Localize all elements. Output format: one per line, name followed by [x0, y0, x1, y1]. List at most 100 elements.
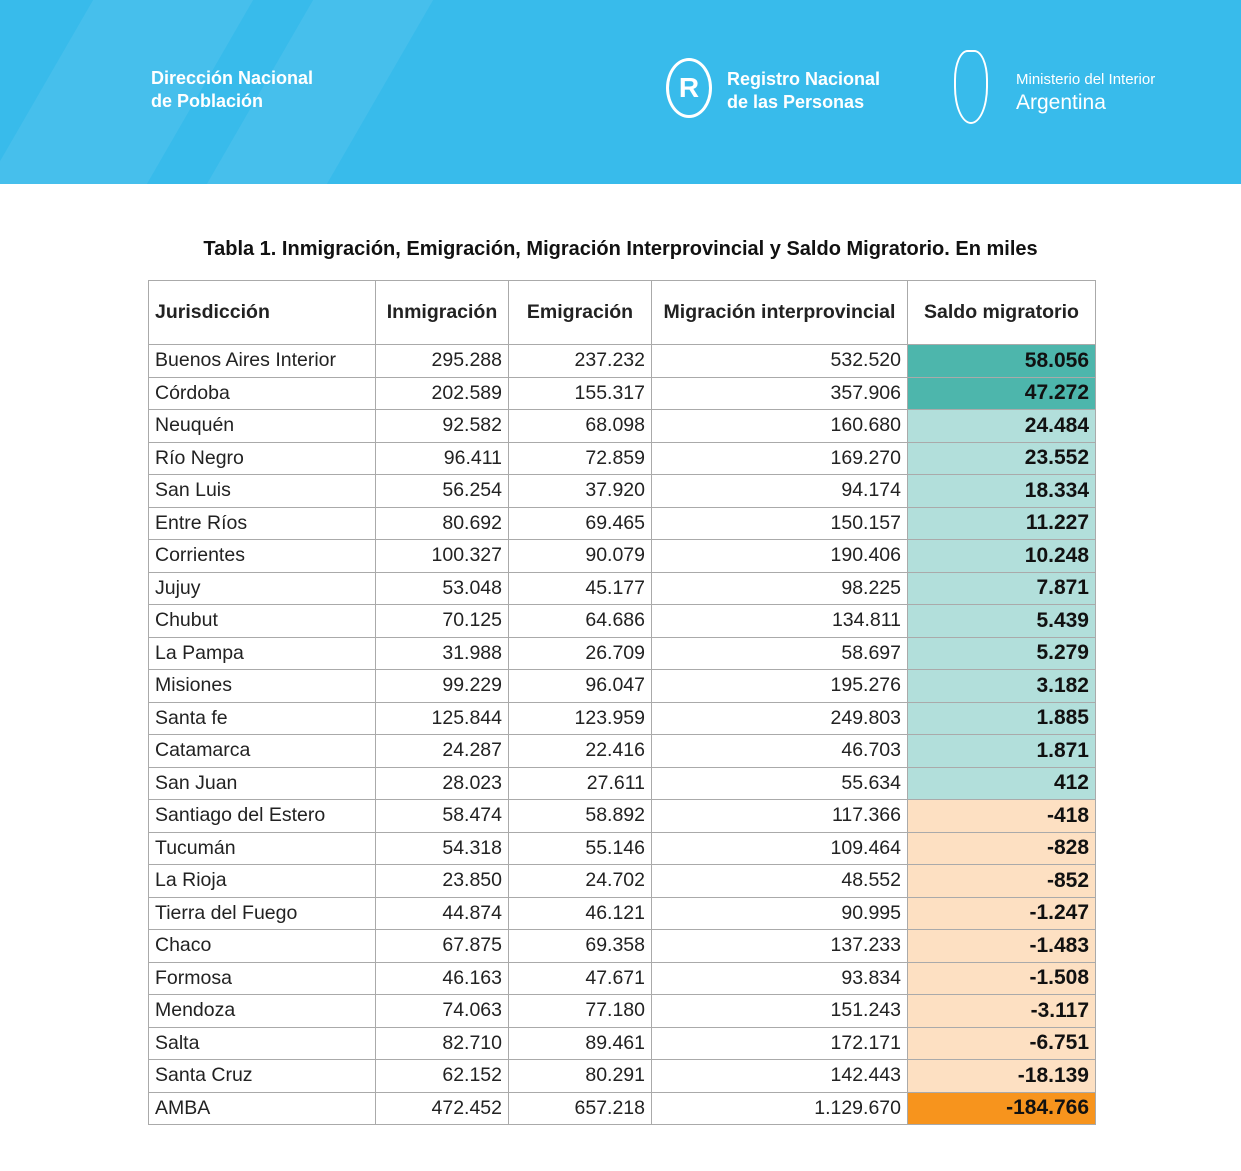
cell-jurisdiccion: Misiones [148, 669, 376, 703]
cell-interprovincial: 137.233 [651, 929, 908, 963]
cell-interprovincial: 93.834 [651, 961, 908, 995]
cell-interprovincial: 1.129.670 [651, 1091, 908, 1125]
header-row: Jurisdicción Inmigración Emigración Migr… [148, 280, 1096, 345]
table-row: Córdoba 202.589 155.317 357.906 47.272 [148, 376, 1096, 410]
cell-inmigracion: 24.287 [375, 734, 509, 768]
cell-inmigracion: 202.589 [375, 376, 509, 410]
cell-inmigracion: 56.254 [375, 474, 509, 508]
cell-inmigracion: 58.474 [375, 799, 509, 833]
cell-inmigracion: 125.844 [375, 701, 509, 735]
cell-inmigracion: 44.874 [375, 896, 509, 930]
cell-interprovincial: 58.697 [651, 636, 908, 670]
cell-jurisdiccion: Chubut [148, 604, 376, 638]
cell-jurisdiccion: Entre Ríos [148, 506, 376, 540]
table-row: San Luis 56.254 37.920 94.174 18.334 [148, 474, 1096, 508]
cell-inmigracion: 80.692 [375, 506, 509, 540]
cell-inmigracion: 100.327 [375, 539, 509, 573]
cell-emigracion: 69.358 [508, 929, 652, 963]
org-line1: Dirección Nacional [151, 68, 314, 88]
cell-saldo: -6.751 [907, 1026, 1096, 1060]
cell-saldo: 5.279 [907, 636, 1096, 670]
table-title: Tabla 1. Inmigración, Emigración, Migrac… [203, 238, 1038, 260]
cell-saldo: -418 [907, 799, 1096, 833]
cell-inmigracion: 46.163 [375, 961, 509, 995]
cell-jurisdiccion: Tierra del Fuego [148, 896, 376, 930]
col-header-emigracion: Emigración [508, 280, 652, 345]
cell-emigracion: 89.461 [508, 1026, 652, 1060]
cell-saldo: 3.182 [907, 669, 1096, 703]
table-row: Mendoza 74.063 77.180 151.243 -3.117 [148, 994, 1096, 1028]
cell-saldo: 10.248 [907, 539, 1096, 573]
cell-emigracion: 90.079 [508, 539, 652, 573]
cell-emigracion: 72.859 [508, 441, 652, 475]
table-row: AMBA 472.452 657.218 1.129.670 -184.766 [148, 1091, 1096, 1125]
renaper-line2: de las Personas [727, 92, 865, 112]
cell-interprovincial: 55.634 [651, 766, 908, 800]
cell-jurisdiccion: Santiago del Estero [148, 799, 376, 833]
cell-emigracion: 64.686 [508, 604, 652, 638]
header-banner: Dirección Nacional de Población R Registr… [0, 0, 1241, 184]
table-row: Tucumán 54.318 55.146 109.464 -828 [148, 831, 1096, 865]
cell-emigracion: 80.291 [508, 1059, 652, 1093]
ministry-line1: Ministerio del Interior [1016, 71, 1156, 88]
cell-jurisdiccion: Santa fe [148, 701, 376, 735]
cell-emigracion: 96.047 [508, 669, 652, 703]
cell-saldo: 5.439 [907, 604, 1096, 638]
cell-saldo: 58.056 [907, 344, 1096, 378]
cell-emigracion: 26.709 [508, 636, 652, 670]
table-row: Santa Cruz 62.152 80.291 142.443 -18.139 [148, 1059, 1096, 1093]
cell-jurisdiccion: La Pampa [148, 636, 376, 670]
cell-interprovincial: 117.366 [651, 799, 908, 833]
cell-jurisdiccion: Corrientes [148, 539, 376, 573]
ministry-line2: Argentina [1016, 91, 1106, 114]
cell-inmigracion: 99.229 [375, 669, 509, 703]
cell-jurisdiccion: Mendoza [148, 994, 376, 1028]
cell-interprovincial: 109.464 [651, 831, 908, 865]
cell-interprovincial: 357.906 [651, 376, 908, 410]
cell-inmigracion: 92.582 [375, 409, 509, 443]
cell-jurisdiccion: Córdoba [148, 376, 376, 410]
col-header-interprovincial: Migración interprovincial [651, 280, 908, 345]
cell-emigracion: 47.671 [508, 961, 652, 995]
cell-jurisdiccion: Formosa [148, 961, 376, 995]
cell-interprovincial: 98.225 [651, 571, 908, 605]
cell-interprovincial: 94.174 [651, 474, 908, 508]
cell-inmigracion: 67.875 [375, 929, 509, 963]
cell-jurisdiccion: Santa Cruz [148, 1059, 376, 1093]
cell-interprovincial: 172.171 [651, 1026, 908, 1060]
table-row: Misiones 99.229 96.047 195.276 3.182 [148, 669, 1096, 703]
cell-saldo: 1.871 [907, 734, 1096, 768]
cell-emigracion: 46.121 [508, 896, 652, 930]
cell-interprovincial: 142.443 [651, 1059, 908, 1093]
cell-inmigracion: 23.850 [375, 864, 509, 898]
cell-jurisdiccion: Buenos Aires Interior [148, 344, 376, 378]
ministry-name: Ministerio del Interior Argentina [1016, 68, 1155, 114]
cell-saldo: 7.871 [907, 571, 1096, 605]
cell-jurisdiccion: La Rioja [148, 864, 376, 898]
cell-jurisdiccion: Tucumán [148, 831, 376, 865]
cell-jurisdiccion: Salta [148, 1026, 376, 1060]
cell-saldo: 412 [907, 766, 1096, 800]
cell-jurisdiccion: Chaco [148, 929, 376, 963]
cell-interprovincial: 151.243 [651, 994, 908, 1028]
cell-emigracion: 123.959 [508, 701, 652, 735]
cell-saldo: -1.483 [907, 929, 1096, 963]
table-row: San Juan 28.023 27.611 55.634 412 [148, 766, 1096, 800]
cell-emigracion: 45.177 [508, 571, 652, 605]
cell-jurisdiccion: Jujuy [148, 571, 376, 605]
renaper-line1: Registro Nacional [727, 69, 881, 89]
cell-jurisdiccion: San Luis [148, 474, 376, 508]
cell-saldo: 23.552 [907, 441, 1096, 475]
cell-inmigracion: 62.152 [375, 1059, 509, 1093]
table-row: Buenos Aires Interior 295.288 237.232 532.5… [148, 344, 1096, 378]
cell-jurisdiccion: Catamarca [148, 734, 376, 768]
cell-emigracion: 55.146 [508, 831, 652, 865]
cell-emigracion: 27.611 [508, 766, 652, 800]
cell-emigracion: 237.232 [508, 344, 652, 378]
cell-emigracion: 155.317 [508, 376, 652, 410]
table-row: Salta 82.710 89.461 172.171 -6.751 [148, 1026, 1096, 1060]
table-row: La Rioja 23.850 24.702 48.552 -852 [148, 864, 1096, 898]
cell-inmigracion: 295.288 [375, 344, 509, 378]
cell-inmigracion: 96.411 [375, 441, 509, 475]
cell-inmigracion: 31.988 [375, 636, 509, 670]
